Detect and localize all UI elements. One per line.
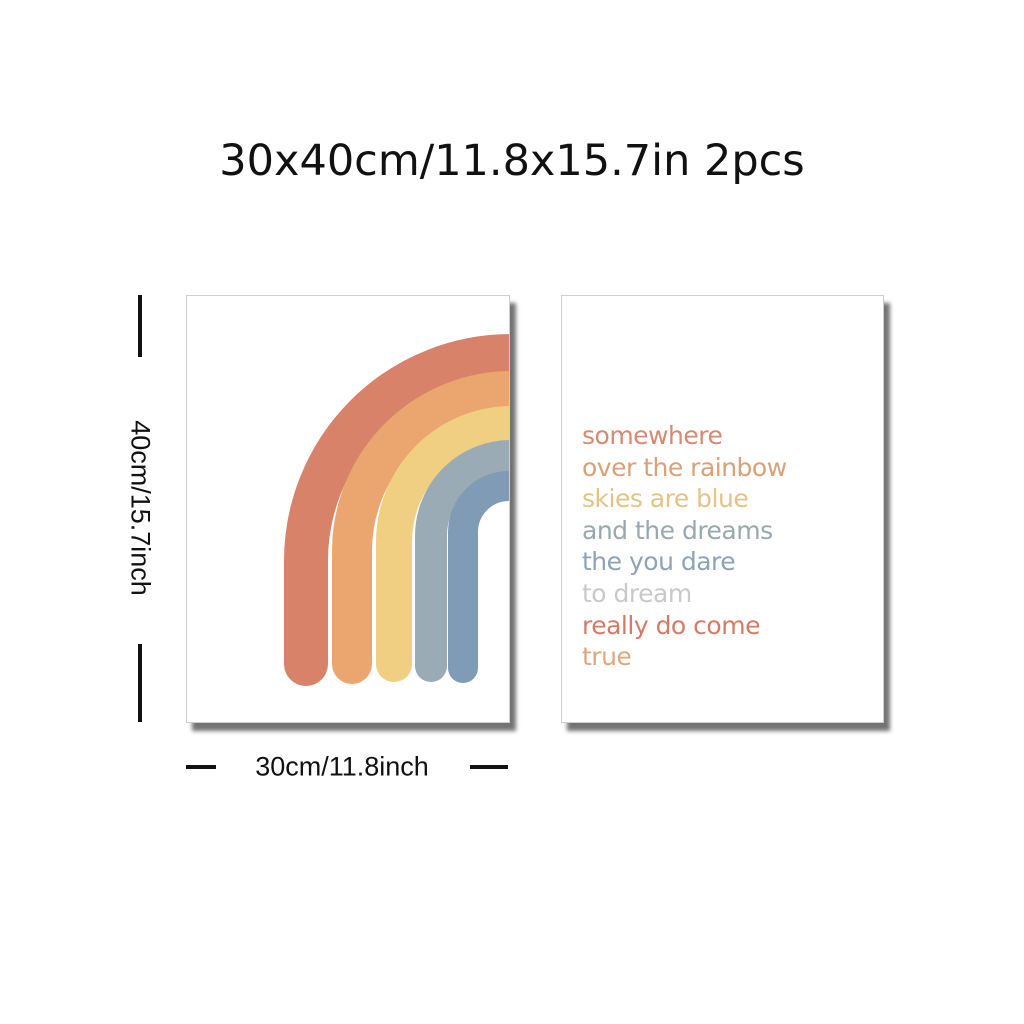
quote-line: skies are blue xyxy=(582,484,749,514)
rainbow-arc-4 xyxy=(415,440,509,682)
width-dimension-line-right xyxy=(470,765,508,769)
height-dimension-line-top xyxy=(138,295,142,357)
product-size-headline: 30x40cm/11.8x15.7in 2pcs xyxy=(219,136,805,186)
rainbow-artwork xyxy=(284,334,509,686)
rainbow-arc-2 xyxy=(332,371,509,684)
rainbow-poster xyxy=(186,295,510,723)
quote-poster: somewhere over the rainbow skies are blu… xyxy=(561,295,884,723)
quote-line: to dream xyxy=(582,578,692,608)
quote-line: somewhere xyxy=(582,421,723,450)
width-dimension-line-left xyxy=(186,765,216,769)
quote-line: and the dreams xyxy=(582,515,773,545)
rainbow-arc-3 xyxy=(376,406,509,682)
rainbow-arc-5 xyxy=(448,471,509,683)
rainbow-quote: somewhere over the rainbow skies are blu… xyxy=(582,420,787,673)
quote-line: over the rainbow xyxy=(582,452,787,482)
quote-line: really do come xyxy=(582,610,760,640)
quote-line: true xyxy=(582,642,632,672)
rainbow-arc-1 xyxy=(284,334,509,686)
height-dimension-label: 40cm/15.7inch xyxy=(125,420,156,596)
height-dimension-line-bottom xyxy=(138,644,142,722)
width-dimension-label: 30cm/11.8inch xyxy=(255,751,429,782)
quote-line: the you dare xyxy=(582,547,736,577)
